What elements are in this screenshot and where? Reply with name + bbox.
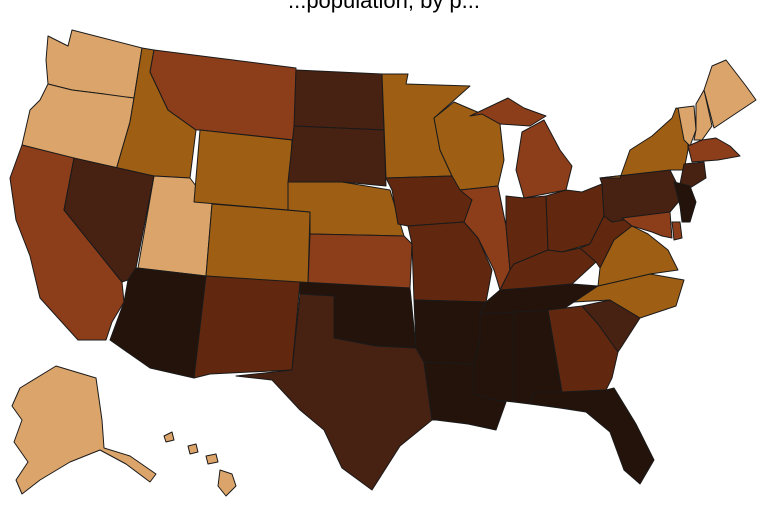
state-AR[interactable]	[413, 299, 487, 365]
state-NY[interactable]	[599, 107, 689, 179]
state-CT[interactable]	[679, 161, 707, 189]
state-MA[interactable]	[687, 137, 741, 163]
state-FL[interactable]	[529, 387, 655, 485]
state-MS[interactable]	[473, 311, 515, 403]
state-NC[interactable]	[573, 273, 685, 319]
state-IL[interactable]	[459, 185, 511, 291]
state-NJ[interactable]	[673, 181, 697, 223]
map-title: ...population, by p...	[287, 0, 481, 13]
state-WY[interactable]	[193, 129, 293, 211]
state-SD[interactable]	[287, 125, 387, 187]
state-MD[interactable]	[621, 211, 673, 239]
state-VT[interactable]	[677, 105, 697, 147]
state-AK[interactable]	[11, 365, 157, 495]
state-ME[interactable]	[703, 59, 757, 129]
state-KS[interactable]	[307, 233, 413, 289]
state-HI[interactable]	[163, 431, 237, 497]
state-WI[interactable]	[433, 101, 505, 191]
state-AZ[interactable]	[109, 267, 207, 379]
state-MI[interactable]	[469, 97, 573, 199]
state-ND[interactable]	[293, 69, 385, 131]
state-TX[interactable]	[235, 293, 433, 491]
state-CO[interactable]	[205, 203, 311, 285]
state-VA[interactable]	[597, 225, 679, 287]
state-DE[interactable]	[671, 221, 683, 241]
state-NM[interactable]	[193, 275, 301, 379]
